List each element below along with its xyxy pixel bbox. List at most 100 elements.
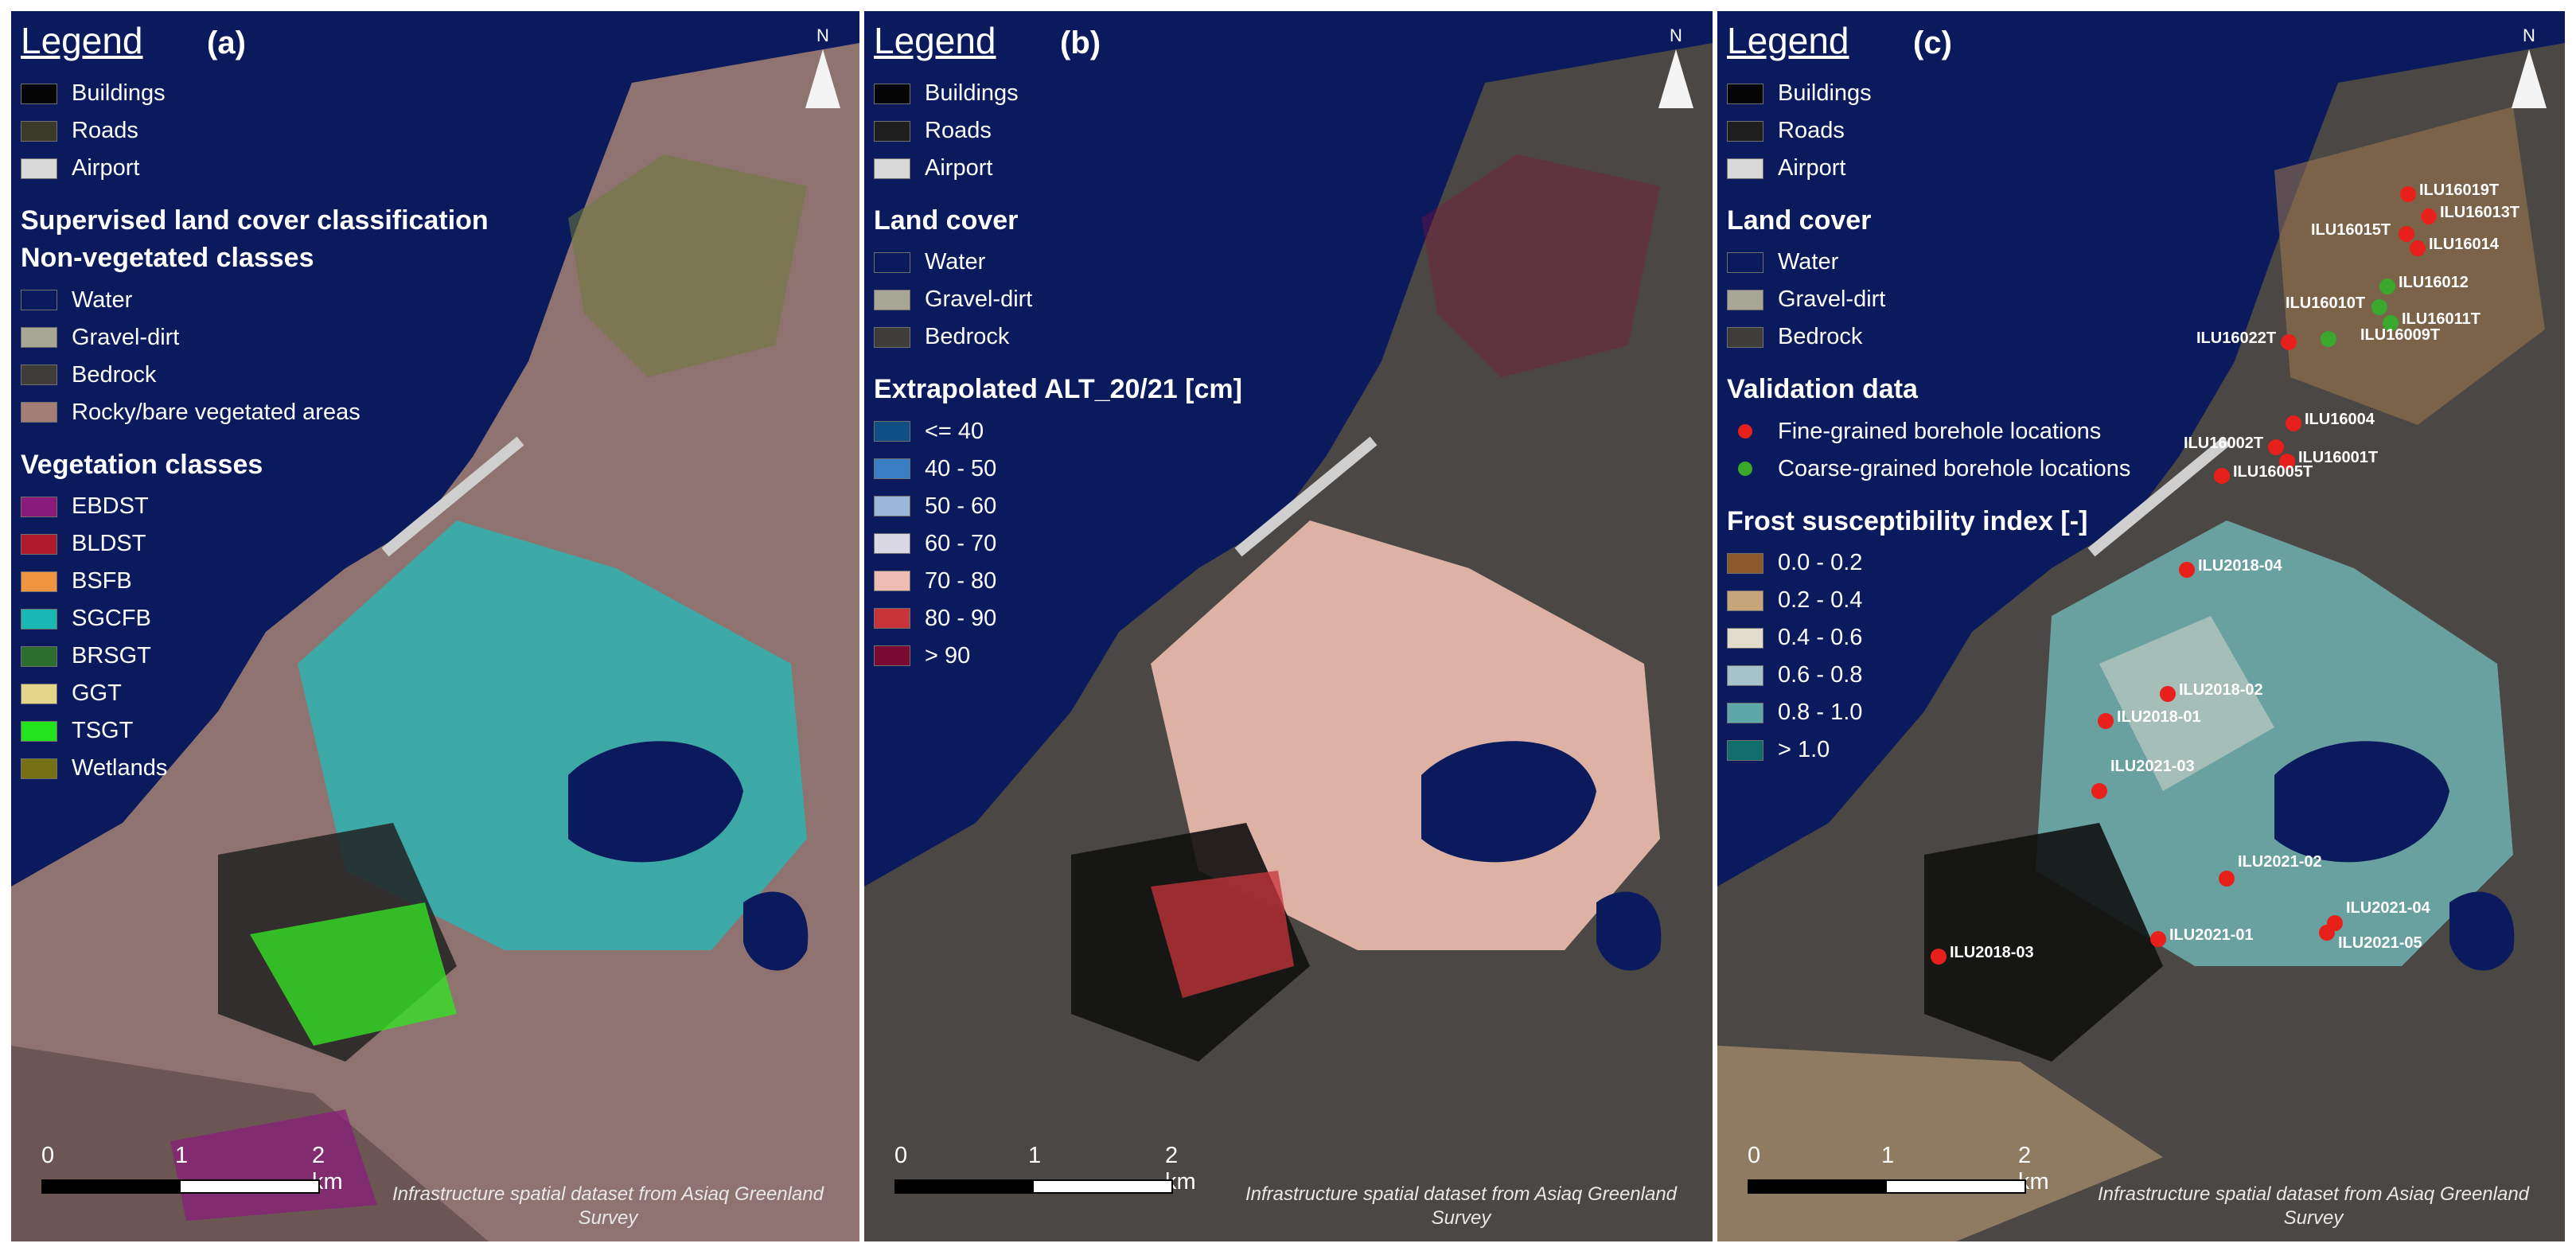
legend-label: EBDST [72,493,149,520]
swatch [21,645,57,667]
legend-item-fsi-5: 0.8 - 1.0 [1727,694,2130,731]
legend-label: 70 - 80 [925,567,997,594]
swatch [21,83,57,104]
legend-label: Buildings [72,80,166,106]
swatch [1727,326,1763,348]
swatch [1727,739,1763,761]
swatch [874,83,910,104]
legend-label: 40 - 50 [925,455,997,481]
legend-item-fsi-4: 0.6 - 0.8 [1727,657,2130,694]
scale-bar: 0 1 2 km [894,1143,1196,1206]
swatch [21,364,57,386]
legend-item-roads: Roads [1727,112,2130,150]
legend-label: Rocky/bare vegetated areas [72,399,360,425]
legend-item-fine-grained: Fine-grained borehole locations [1727,413,2130,450]
legend-heading-validation: Validation data [1727,374,1918,405]
swatch [874,158,910,179]
legend-title: Legend [1727,20,1849,61]
green-dot-icon [1738,462,1752,477]
swatch [21,496,57,517]
legend-label: 0.2 - 0.4 [1778,587,1863,614]
legend-label: Bedrock [1778,324,1863,350]
credit-text: Infrastructure spatial dataset from Asia… [392,1183,824,1229]
legend-label: 0.0 - 0.2 [1778,550,1863,576]
scale-label-1: 1 [1028,1143,1042,1168]
legend-label: Gravel-dirt [1778,286,1886,313]
legend-item-fsi-2: 0.2 - 0.4 [1727,582,2130,619]
swatch [21,571,57,592]
swatch [1727,83,1763,104]
swatch [1727,120,1763,142]
north-label: N [2523,25,2535,45]
legend-item-bedrock: Bedrock [1727,318,2130,356]
legend-label: Buildings [925,80,1019,106]
legend-item-gravel: Gravel-dirt [1727,281,2130,318]
legend-label: > 90 [925,642,971,668]
swatch [21,608,57,629]
legend-label: BLDST [72,531,146,557]
legend-heading-landcover: Land cover [1727,205,1872,236]
legend-item-airport: Airport [1727,150,2130,187]
legend-item-sgcfb: SGCFB [21,600,489,637]
credit-text: Infrastructure spatial dataset from Asia… [1245,1183,1678,1229]
legend-label: 0.6 - 0.8 [1778,662,1863,688]
legend-label: BSFB [72,568,132,594]
swatch [21,290,57,311]
swatch [874,421,910,442]
legend-label: Water [925,249,986,275]
swatch [874,645,910,667]
legend-heading-alt: Extrapolated ALT_20/21 [cm] [874,374,1242,405]
legend-label: Water [72,286,133,313]
legend-item-water: Water [1727,244,2130,281]
swatch [21,758,57,779]
north-arrow-icon: N [1652,25,1700,113]
legend-item-gravel: Gravel-dirt [21,319,489,357]
legend-item-gravel: Gravel-dirt [874,281,1242,318]
legend-item-bedrock: Bedrock [874,318,1242,356]
legend-subheading-veg: Vegetation classes [21,449,263,480]
swatch [874,571,910,592]
swatch [21,402,57,423]
swatch [1727,251,1763,273]
legend-item-water: Water [21,282,489,319]
legend-label: Gravel-dirt [72,324,180,350]
legend-heading-fsi: Frost susceptibility index [-] [1727,505,2088,536]
swatch [874,608,910,629]
legend-item-roads: Roads [21,112,489,150]
legend-heading: Supervised land cover classification [21,205,489,236]
legend-title: Legend [21,20,143,61]
swatch [874,533,910,555]
legend-b: Legend Buildings Roads Airport Land cove… [874,22,1242,675]
panel-label: (b) [1060,25,1101,60]
scale-bar: 0 1 2 km [41,1143,343,1206]
swatch [21,120,57,142]
swatch [21,683,57,704]
swatch [874,120,910,142]
legend-label: 0.8 - 1.0 [1778,700,1863,726]
swatch [874,289,910,310]
scale-label-0: 0 [41,1143,55,1168]
panel-label: (c) [1913,25,1952,60]
swatch [1727,552,1763,574]
north-label: N [816,25,829,45]
legend-item-fsi-3: 0.4 - 0.6 [1727,619,2130,657]
scale-label-1: 1 [175,1143,189,1168]
panel-label: (a) [207,25,246,60]
legend-label: Airport [72,155,140,181]
legend-label: 50 - 60 [925,493,997,519]
north-arrow-icon: N [799,25,847,113]
credit-text: Infrastructure spatial dataset from Asia… [2097,1183,2530,1229]
swatch [1727,289,1763,310]
swatch [874,251,910,273]
legend-label: Gravel-dirt [925,286,1033,313]
north-arrow-icon: N [2505,25,2553,113]
scale-label-0: 0 [1748,1143,1761,1168]
map-panel-c: Legend Buildings Roads Airport Land cove… [1717,11,2565,1241]
legend-label: Roads [925,118,992,143]
legend-label: Roads [1778,118,1845,143]
legend-item-rocky: Rocky/bare vegetated areas [21,394,489,431]
legend-item-alt-2: 40 - 50 [874,450,1242,488]
legend-item-fsi-1: 0.0 - 0.2 [1727,544,2130,582]
legend-item-brsgt: BRSGT [21,637,489,675]
legend-item-coarse-grained: Coarse-grained borehole locations [1727,450,2130,488]
